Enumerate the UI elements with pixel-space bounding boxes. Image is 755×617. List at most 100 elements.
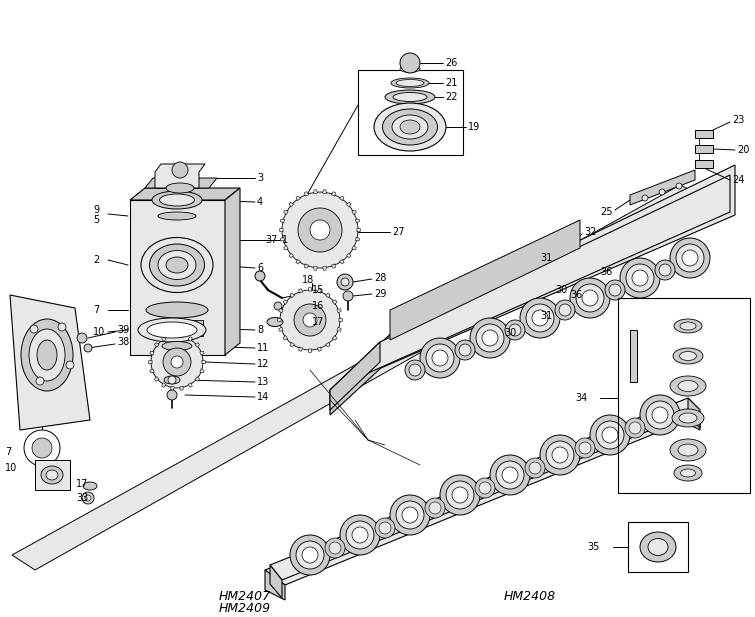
Text: 11: 11 — [257, 343, 270, 353]
Polygon shape — [347, 202, 351, 207]
Ellipse shape — [152, 191, 202, 209]
Ellipse shape — [674, 319, 702, 333]
Polygon shape — [325, 293, 330, 297]
Circle shape — [425, 498, 445, 518]
Polygon shape — [290, 293, 294, 297]
Bar — [187, 320, 203, 336]
Polygon shape — [340, 196, 344, 201]
Circle shape — [659, 189, 665, 195]
Text: 2: 2 — [93, 255, 99, 265]
Polygon shape — [356, 237, 359, 241]
Polygon shape — [202, 360, 205, 364]
Polygon shape — [171, 334, 174, 337]
Polygon shape — [322, 189, 326, 194]
Text: 27: 27 — [392, 227, 405, 237]
Polygon shape — [340, 259, 344, 264]
Circle shape — [629, 422, 641, 434]
Ellipse shape — [674, 465, 702, 481]
Ellipse shape — [29, 329, 65, 381]
Circle shape — [30, 325, 38, 333]
Circle shape — [24, 430, 60, 466]
Circle shape — [452, 487, 468, 503]
Polygon shape — [330, 342, 380, 410]
Ellipse shape — [149, 244, 205, 286]
Circle shape — [282, 192, 358, 268]
Circle shape — [682, 250, 698, 266]
Polygon shape — [279, 327, 283, 331]
Circle shape — [579, 442, 591, 454]
Polygon shape — [680, 405, 700, 430]
Circle shape — [302, 547, 318, 563]
Text: 6: 6 — [257, 263, 263, 273]
Ellipse shape — [159, 194, 195, 206]
Ellipse shape — [391, 78, 429, 88]
Text: 10: 10 — [5, 463, 17, 473]
Circle shape — [337, 274, 353, 290]
Polygon shape — [289, 253, 294, 258]
Ellipse shape — [673, 348, 703, 364]
Polygon shape — [180, 386, 183, 391]
Polygon shape — [289, 202, 294, 207]
Text: 8: 8 — [257, 325, 263, 335]
Polygon shape — [337, 327, 341, 331]
Polygon shape — [304, 192, 309, 196]
Circle shape — [632, 270, 648, 286]
Ellipse shape — [147, 322, 197, 338]
Ellipse shape — [21, 319, 73, 391]
Polygon shape — [308, 288, 312, 291]
Circle shape — [509, 324, 521, 336]
Text: 34: 34 — [576, 393, 588, 403]
Circle shape — [402, 507, 418, 523]
Polygon shape — [280, 219, 285, 223]
Circle shape — [298, 208, 342, 252]
Ellipse shape — [164, 376, 180, 384]
Circle shape — [646, 401, 674, 429]
Circle shape — [652, 407, 668, 423]
Polygon shape — [145, 178, 217, 188]
Polygon shape — [265, 405, 700, 585]
Polygon shape — [339, 318, 343, 322]
Polygon shape — [331, 192, 335, 196]
Text: 14: 14 — [257, 392, 270, 402]
Polygon shape — [278, 318, 281, 322]
Polygon shape — [188, 337, 193, 341]
Circle shape — [82, 492, 94, 504]
Circle shape — [642, 195, 648, 201]
Circle shape — [163, 348, 191, 376]
Ellipse shape — [678, 381, 698, 392]
Circle shape — [455, 340, 475, 360]
Polygon shape — [284, 210, 288, 215]
Text: 10: 10 — [93, 327, 105, 337]
Text: HM2407: HM2407 — [219, 590, 271, 603]
Polygon shape — [200, 369, 204, 373]
Bar — [35, 460, 70, 490]
Circle shape — [340, 515, 380, 555]
Bar — [618, 298, 750, 493]
Polygon shape — [10, 295, 90, 430]
Circle shape — [570, 278, 610, 318]
Circle shape — [375, 518, 395, 538]
Polygon shape — [195, 377, 199, 381]
Polygon shape — [12, 185, 700, 570]
Circle shape — [325, 538, 345, 558]
Ellipse shape — [640, 532, 676, 562]
Polygon shape — [280, 237, 285, 241]
Ellipse shape — [648, 539, 668, 555]
Ellipse shape — [166, 257, 188, 273]
Circle shape — [590, 415, 630, 455]
Circle shape — [446, 481, 474, 509]
Text: 7: 7 — [5, 447, 11, 457]
Ellipse shape — [374, 103, 446, 151]
Text: 7: 7 — [93, 305, 99, 315]
Circle shape — [626, 264, 654, 292]
Polygon shape — [171, 386, 174, 391]
Circle shape — [400, 53, 420, 73]
Polygon shape — [290, 342, 294, 347]
Text: 17: 17 — [76, 479, 88, 489]
Text: 17: 17 — [312, 317, 325, 327]
Circle shape — [482, 330, 498, 346]
Circle shape — [420, 338, 460, 378]
Text: 36: 36 — [600, 267, 612, 277]
Circle shape — [296, 541, 324, 569]
Polygon shape — [188, 383, 193, 387]
